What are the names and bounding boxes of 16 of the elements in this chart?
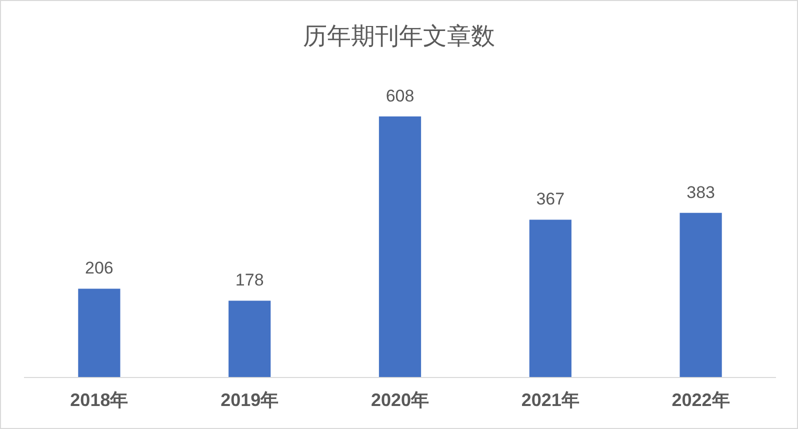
data-label: 206 bbox=[85, 258, 114, 278]
data-label: 178 bbox=[235, 270, 264, 290]
bar bbox=[228, 300, 271, 377]
x-tick-label: 2019年 bbox=[220, 390, 279, 410]
chart-title: 历年期刊年文章数 bbox=[303, 23, 495, 50]
bar bbox=[378, 116, 422, 377]
bar bbox=[680, 212, 722, 377]
bar bbox=[529, 220, 572, 377]
bar bbox=[78, 288, 120, 377]
x-tick-label: 2020年 bbox=[370, 390, 430, 410]
x-tick-label: 2018年 bbox=[70, 390, 128, 410]
x-tick-label: 2022年 bbox=[672, 390, 730, 410]
data-label: 367 bbox=[536, 190, 565, 209]
data-label: 383 bbox=[686, 182, 715, 202]
x-tick-label: 2021年 bbox=[521, 390, 580, 410]
data-label: 608 bbox=[386, 86, 414, 106]
